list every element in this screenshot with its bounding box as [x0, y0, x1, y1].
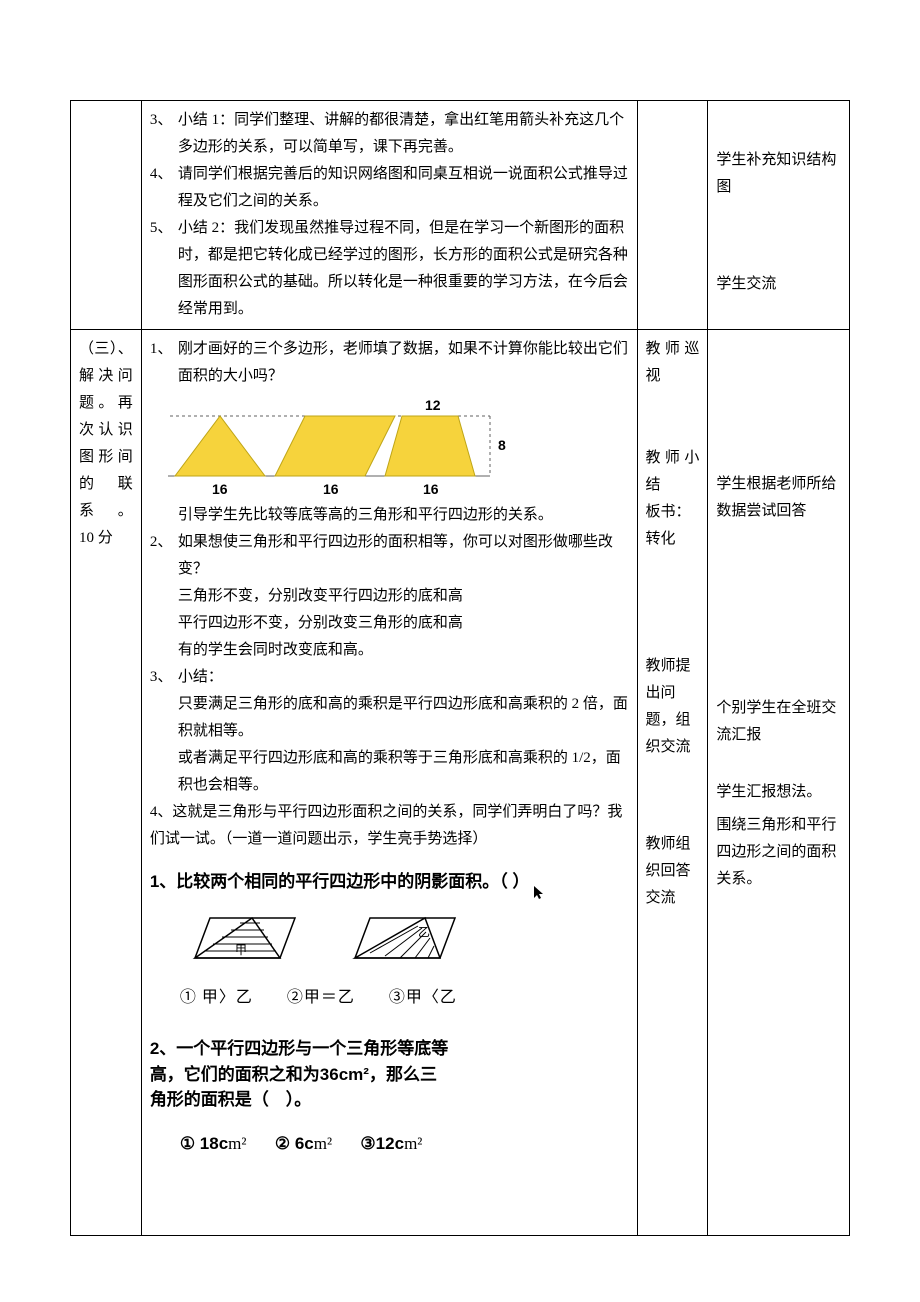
list-item: 2、 如果想使三角形和平行四边形的面积相等，你可以对图形做哪些改变？	[150, 529, 629, 583]
shapes-svg: 12 8 16 16 16	[160, 398, 520, 498]
label-base-3: 16	[423, 481, 439, 497]
cursor-icon	[534, 880, 540, 886]
table-row: 3、 小结 1：同学们整理、讲解的都很清楚，拿出红笔用箭头补充这几个多边形的关系…	[71, 101, 850, 330]
question-1-title: 1、比较两个相同的平行四边形中的阴影面积。（ ）	[150, 867, 629, 898]
paragraph: 或者满足平行四边形底和高的乘积等于三角形底和高乘积的 1/2，面积也会相等。	[150, 745, 629, 799]
cell-mid-top: 3、 小结 1：同学们整理、讲解的都很清楚，拿出红笔用箭头补充这几个多边形的关系…	[141, 101, 637, 330]
unit-m2: m²	[314, 1134, 332, 1153]
paragraph: 三角形不变，分别改变平行四边形的底和高	[150, 583, 629, 610]
paragraph: 引导学生先比较等底等高的三角形和平行四边形的关系。	[150, 502, 629, 529]
unit-c: c	[395, 1134, 404, 1153]
student-note: 学生交流	[716, 271, 841, 298]
item-number: 3、	[150, 107, 178, 161]
cell-left-top	[71, 101, 142, 330]
unit-c: c	[219, 1134, 228, 1153]
q2-line: 高，它们的面积之和为36cm²，那么三	[150, 1062, 629, 1088]
table-row: （三）、解决问题。再次认识图形间的联系。 10 分 1、 刚才画好的三个多边形，…	[71, 330, 850, 1236]
q2-c1-prefix: ①	[180, 1134, 200, 1153]
cell-mid-main: 1、 刚才画好的三个多边形，老师填了数据，如果不计算你能比较出它们面积的大小吗？…	[141, 330, 637, 1236]
teacher-note: 教师巡视	[646, 336, 700, 390]
paragraph: 4、这就是三角形与平行四边形面积之间的关系，同学们弄明白了吗？我们试一试。（一道…	[150, 799, 629, 853]
unit-m2: m²	[228, 1134, 246, 1153]
q2-c3-val: 12	[376, 1134, 395, 1153]
student-note: 学生汇报想法。	[716, 779, 841, 806]
student-note: 围绕三角形和平行四边形之间的面积关系。	[716, 812, 841, 893]
q1-choices: ① 甲〉乙 ②甲＝乙 ③甲〈乙	[180, 984, 629, 1013]
paragraph: 只要满足三角形的底和高的乘积是平行四边形底和高乘积的 2 倍，面积就相等。	[150, 691, 629, 745]
paragraph: 平行四边形不变，分别改变三角形的底和高	[150, 610, 629, 637]
student-note: 学生补充知识结构图	[716, 147, 841, 201]
q1-title-text: 1、比较两个相同的平行四边形中的阴影面积。（ ）	[150, 872, 530, 891]
item-text: 小结：	[178, 664, 629, 691]
q1-label-a: 甲	[235, 943, 247, 957]
q1-fig-b: 乙	[340, 908, 460, 968]
shape-triangle	[175, 416, 265, 476]
section-time: 10 分	[79, 525, 133, 552]
item-number: 2、	[150, 529, 178, 583]
label-base-2: 16	[323, 481, 339, 497]
cell-teacher-top	[637, 101, 708, 330]
list-item: 5、 小结 2：我们发现虽然推导过程不同，但是在学习一个新图形的面积时，都是把它…	[150, 215, 629, 323]
teacher-note: 板书：转化	[646, 499, 700, 553]
list-item: 3、 小结 1：同学们整理、讲解的都很清楚，拿出红笔用箭头补充这几个多边形的关系…	[150, 107, 629, 161]
cell-student-main: 学生根据老师所给数据尝试回答 个别学生在全班交流汇报 学生汇报想法。 围绕三角形…	[708, 330, 850, 1236]
cell-left-main: （三）、解决问题。再次认识图形间的联系。 10 分	[71, 330, 142, 1236]
item-text: 小结 2：我们发现虽然推导过程不同，但是在学习一个新图形的面积时，都是把它转化成…	[178, 215, 629, 323]
item-text: 请同学们根据完善后的知识网络图和同桌互相说一说面积公式推导过程及它们之间的关系。	[178, 161, 629, 215]
shape-parallelogram	[275, 416, 395, 476]
q2-line: 角形的面积是（ ）。	[150, 1087, 629, 1113]
item-text: 如果想使三角形和平行四边形的面积相等，你可以对图形做哪些改变？	[178, 529, 629, 583]
student-note: 个别学生在全班交流汇报	[716, 695, 841, 749]
item-number: 3、	[150, 664, 178, 691]
section-title: （三）、解决问题。再次认识图形间的联系。	[79, 336, 133, 525]
q2-c1-val: 18	[200, 1134, 219, 1153]
item-number: 4、	[150, 161, 178, 215]
unit-c: c	[304, 1134, 313, 1153]
teacher-note: 教师提出问题，组织交流	[646, 653, 700, 761]
student-note: 学生根据老师所给数据尝试回答	[716, 471, 841, 525]
list-item: 3、 小结：	[150, 664, 629, 691]
teacher-note: 教师组织回答交流	[646, 831, 700, 912]
shape-trapezoid	[385, 416, 475, 476]
q2-c3-prefix: ③	[360, 1134, 375, 1153]
shapes-figure: 12 8 16 16 16	[160, 398, 629, 498]
paragraph: 有的学生会同时改变底和高。	[150, 637, 629, 664]
cell-student-top: 学生补充知识结构图 学生交流	[708, 101, 850, 330]
list-item: 4、 请同学们根据完善后的知识网络图和同桌互相说一说面积公式推导过程及它们之间的…	[150, 161, 629, 215]
q2-line: 2、一个平行四边形与一个三角形等底等	[150, 1036, 629, 1062]
page: 3、 小结 1：同学们整理、讲解的都很清楚，拿出红笔用箭头补充这几个多边形的关系…	[0, 0, 920, 1296]
label-top: 12	[425, 398, 441, 413]
question-2: 2、一个平行四边形与一个三角形等底等 高，它们的面积之和为36cm²，那么三 角…	[150, 1036, 629, 1113]
teacher-note: 教师小结	[646, 445, 700, 499]
lesson-table: 3、 小结 1：同学们整理、讲解的都很清楚，拿出红笔用箭头补充这几个多边形的关系…	[70, 100, 850, 1236]
label-base-1: 16	[212, 481, 228, 497]
q2-c2-prefix: ②	[275, 1134, 295, 1153]
q2-choices: ① 18cm² ② 6cm² ③12cm²	[180, 1129, 629, 1160]
item-text: 刚才画好的三个多边形，老师填了数据，如果不计算你能比较出它们面积的大小吗？	[178, 336, 629, 390]
label-height: 8	[498, 437, 506, 453]
cell-teacher-main: 教师巡视 教师小结 板书：转化 教师提出问题，组织交流 教师组织回答交流	[637, 330, 708, 1236]
item-number: 5、	[150, 215, 178, 323]
item-number: 1、	[150, 336, 178, 390]
list-item: 1、 刚才画好的三个多边形，老师填了数据，如果不计算你能比较出它们面积的大小吗？	[150, 336, 629, 390]
item-text: 小结 1：同学们整理、讲解的都很清楚，拿出红笔用箭头补充这几个多边形的关系，可以…	[178, 107, 629, 161]
unit-m2: m²	[404, 1134, 422, 1153]
q2-c2-val: 6	[295, 1134, 304, 1153]
q1-label-b: 乙	[418, 925, 430, 939]
q1-fig-a: 甲	[180, 908, 300, 968]
q1-figures: 甲 乙	[180, 908, 629, 968]
